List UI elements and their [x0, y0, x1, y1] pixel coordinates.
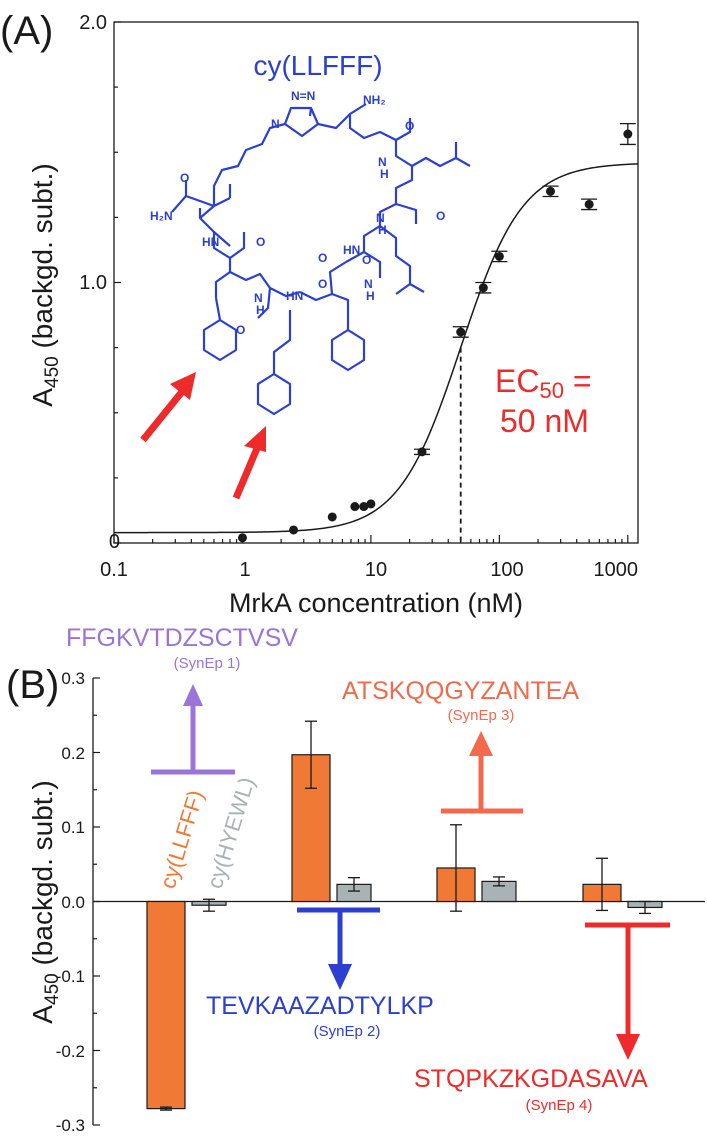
red-arrow-icon — [140, 372, 196, 443]
atom-label: H — [380, 167, 389, 181]
molecule-structure — [171, 103, 471, 416]
epitope-3-sequence: ATSKQQGYZANTEA — [342, 677, 579, 705]
atom-label: H — [378, 223, 387, 237]
atom-label: N — [271, 117, 280, 131]
y-tick-label-0: 0 — [109, 531, 120, 553]
epitope-4-name: (SynEp 4) — [526, 1097, 593, 1114]
data-point — [327, 512, 337, 522]
up-arrow-icon — [441, 731, 523, 814]
atom-label: O — [436, 209, 445, 223]
y-tick-label-4: -0.1 — [56, 967, 85, 986]
red-arrow-icon — [232, 426, 266, 500]
series-label-cyllfff: cy(LLFFF) — [155, 787, 209, 891]
epitope-4-sequence: STQPKZKGDASAVA — [414, 1065, 648, 1093]
atom-label: O — [236, 323, 245, 337]
atom-label: HN — [286, 289, 303, 303]
x-tick-label-3: 100 — [490, 559, 523, 581]
x-tick-label-4: 1000 — [594, 559, 639, 581]
data-point — [417, 447, 427, 457]
atom-label: N — [364, 277, 373, 291]
epitope-2-sequence: TEVKAAZADTYLKP — [206, 992, 434, 1020]
x-tick-label-1: 1 — [239, 559, 250, 581]
atom-label: O — [405, 119, 414, 133]
atom-label: N — [254, 291, 263, 305]
panel-a: (A) 0 1.0 2.0 0.1 1 10 100 1000 MrkA con… — [0, 9, 639, 618]
data-point — [237, 533, 247, 543]
data-point — [623, 129, 633, 139]
data-point — [545, 186, 555, 196]
atom-label: O — [362, 253, 371, 267]
y-tick-label-3: 0.0 — [61, 893, 85, 912]
epitope-1-name: (SynEp 1) — [174, 655, 241, 672]
molecule-atom-labels: N=N N NH₂ O N H H₂N O O HN N H O HN O N … — [150, 89, 445, 337]
y-axis-title-b: A450 (backgd. subt.) — [27, 780, 63, 1023]
data-point — [584, 199, 594, 209]
x-tick-label-2: 10 — [365, 559, 387, 581]
epitope-3-name: (SynEp 3) — [448, 707, 515, 724]
atom-label: HN — [202, 235, 219, 249]
y-tick-label-1: 0.2 — [61, 744, 85, 763]
y-tick-label-1: 1.0 — [79, 272, 107, 294]
ec50-label: EC50 = — [495, 363, 592, 403]
y-tick-label-2: 0.1 — [61, 818, 85, 837]
panel-a-letter: (A) — [0, 9, 53, 53]
atom-label: H — [366, 289, 375, 303]
panel-a-axes — [113, 21, 629, 544]
atom-label: O — [256, 235, 265, 249]
down-arrow-icon — [297, 907, 380, 990]
molecule-label: cy(LLFFF) — [253, 50, 382, 81]
y-tick-label-2: 2.0 — [79, 12, 107, 34]
atom-label: O — [318, 251, 327, 265]
down-arrow-icon — [585, 922, 670, 1060]
panel-b-letter: (B) — [6, 663, 59, 707]
bar — [146, 900, 186, 1110]
y-axis-title-a: A450 (backgd. subt.) — [27, 163, 63, 406]
atom-label: O — [180, 171, 189, 185]
ec50-value: 50 nM — [500, 403, 589, 439]
data-point — [289, 525, 299, 535]
y-tick-label-6: -0.3 — [56, 1116, 85, 1135]
fit-curve — [114, 163, 639, 534]
data-point — [456, 327, 466, 337]
atom-label: HN — [343, 243, 360, 257]
atom-label: N — [378, 155, 387, 169]
data-point — [494, 251, 504, 261]
panel-b-bars — [146, 720, 663, 1111]
panel-a-points — [237, 122, 636, 543]
up-arrow-icon — [151, 684, 235, 775]
atom-label: N — [376, 211, 385, 225]
panel-a-fit-curve — [114, 163, 639, 543]
atom-label: H — [256, 303, 265, 317]
data-point — [366, 499, 376, 509]
atom-label: H₂N — [150, 209, 173, 223]
epitope-2-name: (SynEp 2) — [314, 1023, 381, 1040]
epitope-1-sequence: FFGKVTDZSCTVSV — [66, 624, 298, 652]
panel-b: (B) 0.3 0.2 0.1 0.0 -0.1 -0.2 -0.3 A450 … — [6, 624, 705, 1135]
x-axis-title: MrkA concentration (nM) — [229, 588, 523, 618]
y-tick-label-5: -0.2 — [56, 1042, 85, 1061]
atom-label: O — [318, 277, 327, 291]
data-point — [359, 502, 369, 512]
atom-label: N=N — [291, 89, 315, 103]
y-tick-label-0: 0.3 — [61, 669, 85, 688]
x-tick-label-0: 0.1 — [100, 559, 128, 581]
data-point — [478, 283, 488, 293]
data-point — [350, 502, 360, 512]
series-label-cyhyewl: cy(HYEWL) — [202, 774, 259, 891]
atom-label: NH₂ — [363, 93, 386, 107]
